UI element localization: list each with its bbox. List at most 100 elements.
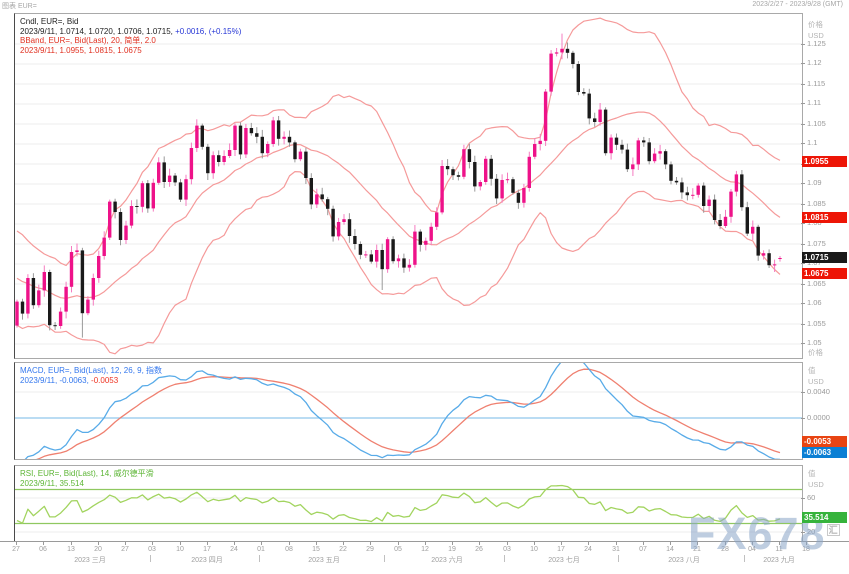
legend-line: BBand, EUR=, Bid(Last), 20, 简单, 2.0 [20,36,156,45]
y-axis-tick-label: 60 [801,493,815,502]
time-tick-mark [343,542,344,545]
macd-legend: MACD, EUR=, Bid(Last), 12, 26, 9, 指数 2023… [20,366,162,385]
axis-value-badge: 1.0675 [802,268,847,279]
time-tick-mark [779,542,780,545]
time-tick-mark [316,542,317,545]
time-tick-label: 10 [530,546,538,553]
y-axis-tick-label: 1.065 [801,279,826,288]
tick-mark [801,262,805,264]
rsi-chart-svg [15,484,802,533]
time-tick-mark [588,542,589,545]
axis-value-badge: -0.0053 [802,436,847,447]
tick-mark [801,302,805,304]
y-axis-tick-label: 1.05 [801,338,822,347]
y-axis-tick-label: 1.12 [801,58,822,67]
time-tick-label: 03 [148,546,156,553]
axis-value-badge: -0.0063 [802,447,847,458]
time-tick-label: 03 [503,546,511,553]
time-tick-mark [125,542,126,545]
axis-title: 值 [808,366,816,375]
time-tick-mark [16,542,17,545]
axis-value-badge: 1.0955 [802,156,847,167]
chart-title: 图表 EUR= [2,3,37,10]
time-tick-mark [43,542,44,545]
month-separator [744,555,745,562]
y-axis-tick-label: 1.115 [801,79,825,88]
time-tick-mark [697,542,698,545]
legend-line: Cndl, EUR=, Bid [20,17,79,26]
y-axis-tick-label: 1.06 [801,298,822,307]
watermark: FX678 汇 [688,506,840,558]
month-label: 2023 四月 [191,557,223,564]
time-tick-mark [806,542,807,545]
tick-mark [801,62,805,64]
time-tick-label: 27 [12,546,20,553]
time-tick-label: 26 [475,546,483,553]
time-tick-mark [670,542,671,545]
time-tick-mark [289,542,290,545]
time-tick-mark [479,542,480,545]
price-legend: Cndl, EUR=, Bid 2023/9/11, 1.0714, 1.0720… [20,17,241,55]
time-tick-mark [507,542,508,545]
legend-line: MACD, EUR=, Bid(Last), 12, 26, 9, 指数 [20,366,163,375]
legend-line: RSI, EUR=, Bid(Last), 14, 威尔德平滑 [20,469,154,478]
time-tick-mark [261,542,262,545]
time-tick-mark [643,542,644,545]
tick-mark [801,222,805,224]
tick-mark [801,417,805,419]
y-axis-tick-label: 1.125 [801,39,826,48]
legend-line: 2023/9/11, -0.0063, -0.0053 [20,375,119,385]
time-tick-mark [534,542,535,545]
tick-mark [801,203,805,205]
month-separator [618,555,619,562]
y-axis-tick-label: 1.1 [801,138,817,147]
tick-mark [801,83,805,85]
rsi-legend: RSI, EUR=, Bid(Last), 14, 威尔德平滑 2023/9/11… [20,469,154,488]
y-axis-tick-label: 20 [801,527,815,536]
time-tick-label: 06 [39,546,47,553]
axis-value-badge: 1.0715 [802,252,847,263]
y-axis-tick-label: 0.0000 [801,413,830,422]
time-tick-mark [152,542,153,545]
macd-panel[interactable]: MACD, EUR=, Bid(Last), 12, 26, 9, 指数 2023… [14,362,803,460]
month-label: 2023 八月 [668,557,700,564]
time-tick-label: 13 [67,546,75,553]
axis-unit-label: USD [808,31,824,40]
price-panel[interactable]: Cndl, EUR=, Bid 2023/9/11, 1.0714, 1.0720… [14,13,803,359]
time-tick-mark [425,542,426,545]
month-separator [384,555,385,562]
tick-mark [801,43,805,45]
time-tick-mark [725,542,726,545]
time-tick-label: 20 [94,546,102,553]
time-tick-mark [207,542,208,545]
time-tick-label: 24 [230,546,238,553]
tick-mark [801,342,805,344]
month-label: 2023 五月 [308,557,340,564]
watermark-logo-icon: 汇 [826,524,840,536]
y-axis-tick-label: 1.055 [801,319,826,328]
time-tick-mark [752,542,753,545]
axis-title: 值 [808,469,816,478]
axis-value-badge: 1.0815 [802,212,847,223]
y-axis-tick-label: 1.11 [801,98,821,107]
time-tick-label: 14 [666,546,674,553]
axis-bottom-label: 价格 [808,348,823,357]
month-label: 2023 七月 [548,557,580,564]
time-tick-label: 05 [394,546,402,553]
time-tick-label: 21 [693,546,701,553]
time-tick-mark [452,542,453,545]
tick-mark [801,497,805,499]
candlestick-chart-svg [15,17,802,355]
rsi-panel[interactable]: RSI, EUR=, Bid(Last), 14, 威尔德平滑 2023/9/11… [14,465,803,542]
time-tick-label: 01 [257,546,265,553]
time-tick-label: 07 [639,546,647,553]
tick-mark [801,531,805,533]
tick-mark [801,283,805,285]
time-tick-label: 15 [312,546,320,553]
time-tick-mark [616,542,617,545]
month-label: 2023 九月 [763,557,795,564]
tick-mark [801,182,805,184]
time-tick-label: 22 [339,546,347,553]
watermark-text: FX678 [688,508,826,559]
time-tick-mark [370,542,371,545]
